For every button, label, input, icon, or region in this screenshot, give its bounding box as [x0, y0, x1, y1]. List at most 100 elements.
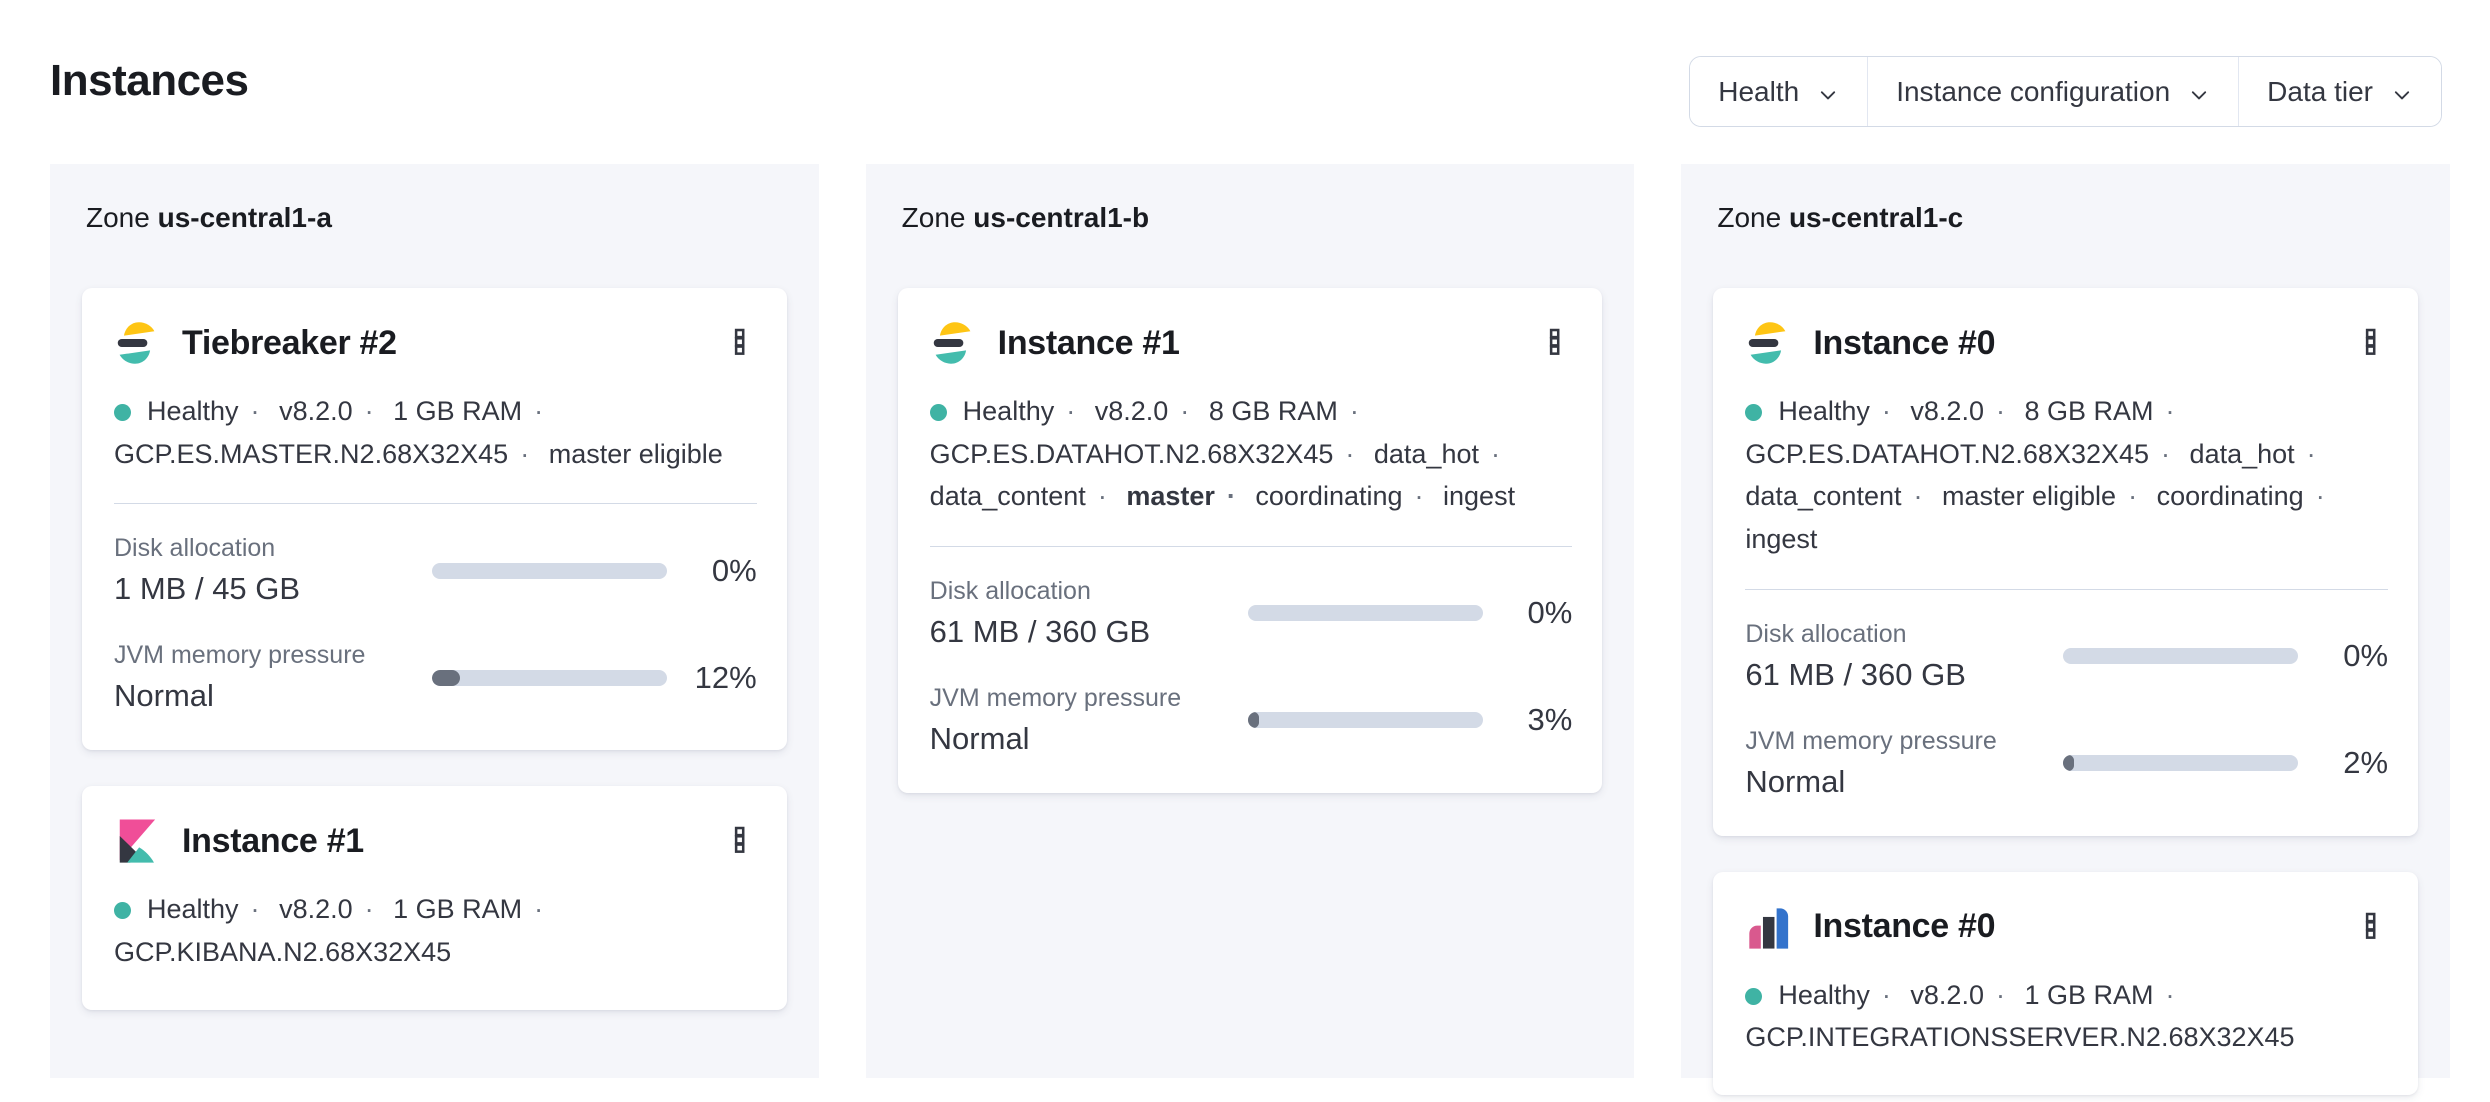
dot-separator: ·	[1881, 979, 1891, 1010]
status-segment: 1 GB RAM ·	[393, 396, 555, 426]
chevron-down-icon	[2188, 81, 2210, 103]
status-segment: Healthy ·	[147, 894, 272, 924]
status-segment: 1 GB RAM ·	[2024, 980, 2186, 1010]
progress-bar	[432, 562, 667, 579]
status-segment: v8.2.0 ·	[1910, 980, 2017, 1010]
metric-row: Disk allocation 1 MB / 45 GB 0%	[114, 534, 757, 607]
dot-separator: ·	[1995, 979, 2005, 1010]
instance-status: Healthy · v8.2.0 · 1 GB RAM · GCP.KIBANA.N2…	[114, 888, 757, 973]
integrations-server-logo	[1745, 904, 1791, 950]
dot-separator: ·	[364, 894, 374, 925]
instance-title: Instance #1	[182, 821, 364, 860]
metric-label: JVM memory pressure	[1745, 726, 1997, 755]
metric-left: JVM memory pressure Normal	[930, 684, 1248, 757]
metric-label: Disk allocation	[114, 534, 276, 563]
instance-menu-button[interactable]	[722, 322, 757, 364]
page-header: Instances Health Instance configuration …	[0, 0, 2490, 164]
instance-status: Healthy · v8.2.0 · 1 GB RAM · GCP.ES.MASTER…	[114, 390, 757, 475]
metric-row: Disk allocation 61 MB / 360 GB 0%	[930, 577, 1573, 650]
instance-menu-button[interactable]	[1537, 322, 1572, 364]
metric-left: Disk allocation 61 MB / 360 GB	[930, 577, 1248, 650]
instance-menu-button[interactable]	[2353, 322, 2388, 364]
dot-separator: ·	[1226, 481, 1236, 512]
status-segment: GCP.ES.DATAHOT.N2.68X32X45 ·	[1745, 439, 2182, 469]
filter-button-data-tier[interactable]: Data tier	[2238, 57, 2441, 126]
status-segment: master ·	[1126, 481, 1248, 511]
dot-separator: ·	[1349, 396, 1359, 426]
progress-fill	[432, 669, 461, 686]
instance-card: Instance #1 Healthy · v8.2.0 · 1 GB RAM · GC…	[82, 786, 787, 1010]
zone-title: Zone us-central1-b	[902, 202, 1603, 234]
status-segment: v8.2.0 ·	[1095, 396, 1202, 426]
dot-separator: ·	[250, 894, 260, 925]
metric-left: JVM memory pressure Normal	[1745, 727, 2063, 800]
kibana-logo	[114, 818, 160, 864]
status-segment: coordinating ·	[1255, 481, 1435, 511]
status-segment: Healthy ·	[1778, 396, 1903, 426]
status-segment: ingest	[1443, 481, 1516, 512]
chevron-down-icon	[1817, 81, 1839, 103]
elasticsearch-logo	[930, 320, 976, 366]
zone-panel-us-central1-c: Zone us-central1-c Instance #0 Healthy · v8…	[1681, 164, 2451, 1095]
instance-menu-button[interactable]	[2353, 906, 2388, 948]
metric-percent: 0%	[711, 552, 757, 588]
metric-row: JVM memory pressure Normal 2%	[1745, 727, 2388, 800]
metric-value: Normal	[929, 720, 1030, 756]
boxes-vertical-icon	[2357, 912, 2384, 942]
health-dot	[1745, 987, 1763, 1005]
status-segment: data_content ·	[930, 481, 1119, 511]
dot-separator: ·	[534, 894, 544, 925]
status-segment: Healthy ·	[963, 396, 1088, 426]
status-segment: data_hot ·	[1374, 439, 1512, 469]
card-header: Instance #0	[1745, 904, 2388, 950]
status-segment: GCP.ES.DATAHOT.N2.68X32X45 ·	[930, 439, 1367, 469]
progress-bar	[1247, 712, 1483, 729]
dot-separator: ·	[1180, 396, 1190, 426]
filter-button-label: Data tier	[2267, 75, 2373, 107]
dot-separator: ·	[364, 396, 374, 426]
instance-card: Instance #1 Healthy · v8.2.0 · 8 GB RAM · GC…	[897, 288, 1603, 793]
filter-button-health[interactable]: Health	[1690, 57, 1868, 126]
zone-name: us-central1-c	[1788, 202, 1964, 233]
metric-percent: 2%	[2343, 745, 2389, 781]
filter-button-label: Instance configuration	[1896, 75, 2171, 107]
health-dot	[1745, 404, 1763, 421]
instance-menu-button[interactable]	[722, 820, 757, 862]
boxes-vertical-icon	[726, 328, 753, 358]
status-segment: data_content ·	[1745, 481, 1934, 511]
status-segment: 8 GB RAM ·	[2024, 396, 2186, 426]
dot-separator: ·	[1345, 438, 1355, 469]
dot-separator: ·	[1490, 438, 1500, 469]
progress-fill	[2063, 755, 2075, 772]
metric-value: 61 MB / 360 GB	[929, 613, 1151, 649]
divider	[1745, 588, 2389, 590]
cards-list: Instance #0 Healthy · v8.2.0 · 8 GB RAM · GC…	[1713, 288, 2419, 1095]
filter-button-instance-configuration[interactable]: Instance configuration	[1867, 57, 2239, 126]
page-title: Instances	[50, 56, 249, 105]
zone-title: Zone us-central1-c	[1717, 202, 2418, 234]
zone-label: Zone	[86, 202, 150, 233]
status-segment: 8 GB RAM ·	[1209, 396, 1371, 426]
status-segment: ingest	[1745, 523, 1818, 554]
card-header: Instance #1	[930, 320, 1573, 366]
dot-separator: ·	[1414, 481, 1424, 512]
metric-row: JVM memory pressure Normal 3%	[930, 684, 1573, 757]
dot-separator: ·	[2128, 481, 2138, 512]
dot-separator: ·	[1913, 481, 1923, 512]
boxes-vertical-icon	[2357, 328, 2384, 358]
status-segment: GCP.INTEGRATIONSSERVER.N2.68X32X45	[1745, 1022, 2295, 1053]
status-segment: v8.2.0 ·	[279, 894, 386, 924]
zone-panel-us-central1-b: Zone us-central1-b Instance #1 Healthy · v8…	[865, 164, 1635, 1078]
dot-separator: ·	[2165, 979, 2175, 1010]
progress-bar	[2063, 648, 2299, 665]
metric-label: JVM memory pressure	[929, 683, 1182, 712]
instance-title: Instance #1	[997, 323, 1180, 362]
zone-title: Zone us-central1-a	[86, 202, 787, 234]
card-header: Tiebreaker #2	[114, 320, 757, 366]
progress-fill	[1247, 712, 1259, 729]
status-segment: GCP.KIBANA.N2.68X32X45	[114, 936, 452, 967]
status-segment: master eligible	[548, 438, 723, 469]
metric-row: Disk allocation 61 MB / 360 GB 0%	[1745, 620, 2388, 693]
dot-separator: ·	[2306, 438, 2316, 469]
divider	[929, 545, 1573, 547]
